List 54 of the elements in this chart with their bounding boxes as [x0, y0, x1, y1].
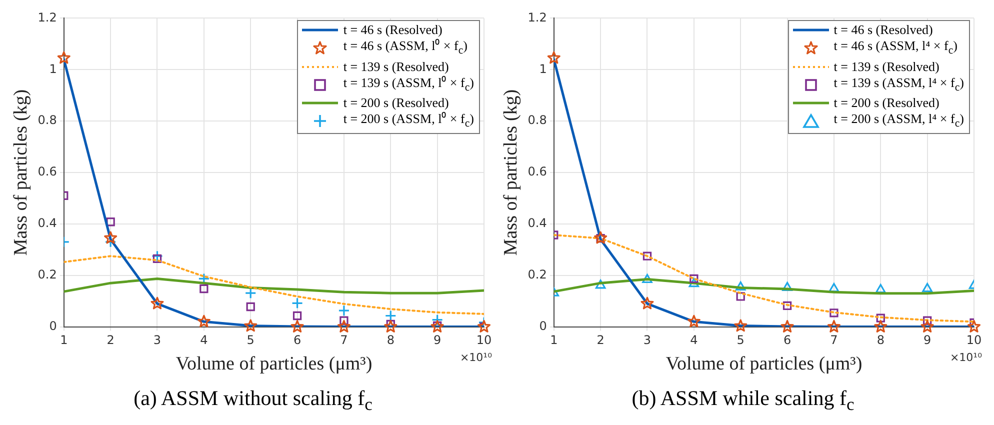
x-tick-label: 1	[60, 333, 68, 348]
x-tick-label: 5	[246, 333, 254, 348]
x-tick-label: 2	[596, 333, 604, 348]
legend-label: t = 200 s (ASSM, l⁰ × f$_{c}$)	[343, 111, 474, 132]
x-axis-title: Volume of particles (μm³)	[666, 354, 862, 375]
text: ×10¹⁰	[460, 351, 493, 364]
legend-label: t = 139 s (ASSM, l⁴ × f$_{c}$)	[834, 74, 964, 96]
y-tick-label: 0.6	[528, 164, 547, 179]
x-tick-label: 10	[966, 333, 982, 348]
legend-label: t = 46 s (ASSM, l⁴ × f$_{c}$)	[834, 38, 958, 59]
x-tick-label: 8	[386, 333, 394, 348]
legend-label: t = 46 s (Resolved)	[343, 22, 442, 38]
y-tick-label: 1.2	[528, 10, 547, 24]
x-tick-label: 7	[340, 333, 348, 348]
x-tick-label: 1	[550, 333, 558, 348]
legend-label: t = 200 s (ASSM, l⁴ × f$_{c}$)	[834, 111, 964, 132]
y-tick-label: 1.2	[38, 10, 57, 24]
x-tick-label: 9	[434, 333, 442, 348]
x-tick-label: 6	[783, 333, 792, 348]
x-tick-label: 6	[293, 333, 302, 348]
x-axis-title: Volume of particles (μm³)	[176, 354, 372, 375]
legend-label: t = 200 s (Resolved)	[834, 95, 940, 112]
x-tick-label: 4	[200, 333, 208, 348]
x-tick-label: 3	[153, 333, 162, 348]
x-tick-label: 10	[476, 333, 492, 348]
text: (b) ASSM while scaling f$_{c}$	[630, 386, 856, 416]
text: ×10¹⁰	[950, 351, 983, 364]
legend-label: t = 139 s (ASSM, l⁰ × f$_{c}$)	[343, 74, 474, 96]
x-tick-label: 8	[876, 333, 884, 348]
legend-label: t = 46 s (Resolved)	[834, 22, 933, 38]
y-tick-label: 0.2	[38, 267, 57, 282]
y-tick-label: 0.4	[528, 216, 547, 230]
y-axis-title: Mass of particles (kg)	[500, 89, 522, 256]
y-tick-label: 0.8	[528, 113, 547, 128]
y-tick-label: 0.4	[38, 216, 57, 230]
legend-label: t = 200 s (Resolved)	[343, 95, 449, 112]
text: (a) ASSM without scaling f$_{c}$	[132, 386, 374, 416]
y-tick-label: 0.6	[38, 164, 57, 179]
x-tick-label: 2	[106, 333, 114, 348]
y-tick-label: 0	[539, 318, 547, 333]
y-tick-label: 1	[539, 62, 547, 76]
y-tick-label: 0	[49, 318, 57, 333]
x-tick-label: 3	[643, 333, 652, 348]
y-tick-label: 1	[49, 62, 57, 76]
x-tick-label: 7	[830, 333, 838, 348]
y-tick-label: 0.8	[38, 113, 57, 128]
legend-label: t = 46 s (ASSM, l⁰ × f$_{c}$)	[343, 38, 468, 59]
x-tick-label: 5	[736, 333, 744, 348]
legend-label: t = 139 s (Resolved)	[343, 58, 449, 75]
x-tick-label: 4	[690, 333, 698, 348]
y-axis-title: Mass of particles (kg)	[10, 89, 32, 256]
x-tick-label: 9	[924, 333, 932, 348]
y-tick-label: 0.2	[528, 267, 547, 282]
legend-label: t = 139 s (Resolved)	[834, 58, 940, 75]
